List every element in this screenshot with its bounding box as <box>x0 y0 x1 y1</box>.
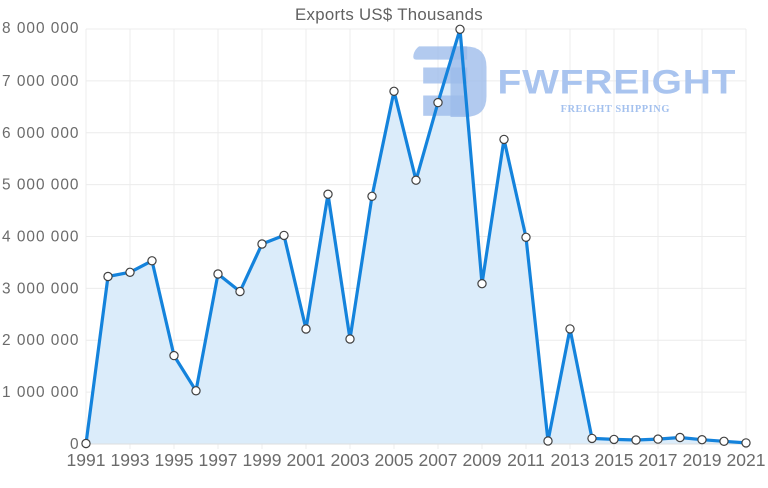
svg-text:FWFREIGHT: FWFREIGHT <box>498 62 737 100</box>
svg-text:1995: 1995 <box>155 450 194 470</box>
svg-text:6 000 000: 6 000 000 <box>2 125 79 142</box>
svg-text:8 000 000: 8 000 000 <box>2 20 79 37</box>
svg-text:2017: 2017 <box>639 450 678 470</box>
svg-text:2 000 000: 2 000 000 <box>2 332 79 349</box>
svg-text:2007: 2007 <box>419 450 458 470</box>
svg-text:1993: 1993 <box>111 450 150 470</box>
svg-text:FREIGHT SHIPPING: FREIGHT SHIPPING <box>561 104 670 115</box>
svg-text:2003: 2003 <box>331 450 370 470</box>
svg-text:1 000 000: 1 000 000 <box>2 384 79 401</box>
svg-text:1991: 1991 <box>67 450 106 470</box>
svg-text:0: 0 <box>70 436 80 453</box>
svg-text:1997: 1997 <box>199 450 238 470</box>
svg-text:2005: 2005 <box>375 450 414 470</box>
svg-text:2019: 2019 <box>683 450 722 470</box>
svg-text:7 000 000: 7 000 000 <box>2 73 79 90</box>
svg-text:2001: 2001 <box>287 450 326 470</box>
svg-text:2015: 2015 <box>595 450 634 470</box>
svg-text:2011: 2011 <box>507 450 545 470</box>
svg-text:2009: 2009 <box>463 450 502 470</box>
svg-text:5 000 000: 5 000 000 <box>2 177 79 194</box>
svg-text:Exports US$ Thousands: Exports US$ Thousands <box>295 5 483 24</box>
svg-text:2021: 2021 <box>727 450 766 470</box>
svg-text:2013: 2013 <box>551 450 590 470</box>
svg-text:4 000 000: 4 000 000 <box>2 229 79 246</box>
svg-text:3 000 000: 3 000 000 <box>2 280 79 297</box>
svg-text:1999: 1999 <box>243 450 282 470</box>
